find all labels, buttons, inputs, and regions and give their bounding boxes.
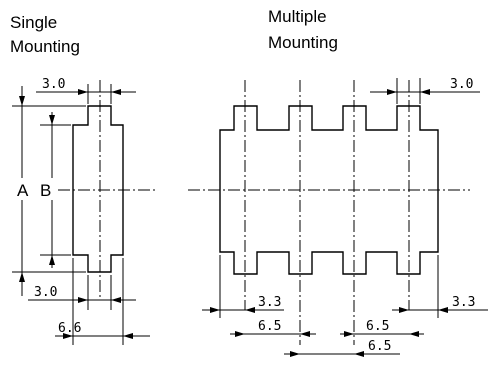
multiple-top-arrow-right [420,89,430,95]
multiple-pitch-left-dim-label: 6.5 [258,319,281,334]
multiple-right-arrow-left [399,307,409,313]
multiple-pitch-bottom-dim-label: 6.5 [368,339,391,354]
single-b-label: B [40,181,51,200]
multiple-title-line1: Multiple [268,7,327,26]
multiple-pitch-bottom-arrow-right [354,351,364,357]
single-bottom-dim-label: 3.0 [34,285,57,300]
single-a-arrow-top [19,96,25,106]
multiple-left-dim-label: 3.3 [258,295,281,310]
single-top-arrow-right [111,89,121,95]
multiple-left-arrow-left [210,307,220,313]
single-title-line2: Mounting [10,37,80,56]
multiple-pitch-right-dim-label: 6.5 [366,319,389,334]
single-overall-arrow-left [63,333,73,339]
multiple-pitch-bottom-arrow-left [290,351,300,357]
single-b-arrow-bottom [49,255,55,265]
multiple-part-outline [219,105,439,275]
multiple-pitch-left-arrow-left [235,331,245,337]
single-bottom-arrow-left [78,297,88,303]
single-top-arrow-left [78,89,88,95]
single-overall-dim-label: 6.6 [58,321,81,336]
multiple-right-arrow-right [438,307,448,313]
single-a-label: A [17,181,29,200]
single-title-line1: Single [10,13,57,32]
single-overall-arrow-right [123,333,133,339]
multiple-left-arrow-right [245,307,255,313]
multiple-title-line2: Mounting [268,33,338,52]
multiple-right-dim-label: 3.3 [452,295,475,310]
single-bottom-arrow-right [111,297,121,303]
multiple-pitch-right-arrow-left [344,331,354,337]
single-a-arrow-bottom [19,272,25,282]
single-part-outline [72,105,124,273]
multiple-pitch-right-arrow-right [409,331,419,337]
single-top-dim-label: 3.0 [42,77,65,92]
multiple-top-arrow-left [387,89,397,95]
multiple-pitch-left-arrow-right [300,331,310,337]
single-b-arrow-top [49,115,55,125]
multiple-top-dim-label: 3.0 [450,77,473,92]
